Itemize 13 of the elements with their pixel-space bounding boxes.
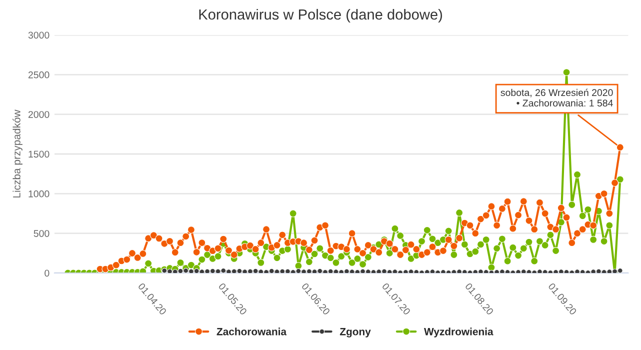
legend-label: Zachorowania (216, 328, 287, 336)
annotation: sobota, 26 Wrzesień 2020 • Zachorowania: 1 584 (500, 88, 613, 107)
y-tick-label: 1500 (28, 150, 50, 158)
legend-label: Wyzdrowienia (424, 328, 494, 338)
y-tick-label: 2000 (28, 111, 50, 118)
y-tick-label: 2500 (28, 71, 50, 78)
legend-label: Zgony (340, 328, 371, 338)
y-tick-label: 500 (34, 230, 50, 237)
y-tick-label: 3000 (28, 32, 50, 39)
y-axis-title: Liczba przypadków (12, 110, 22, 198)
chart-title: Koronawirus w Polsce (dane dobowe) (199, 8, 442, 23)
y-tick-label: 1000 (28, 190, 50, 198)
y-tick-label: 0 (44, 270, 50, 277)
